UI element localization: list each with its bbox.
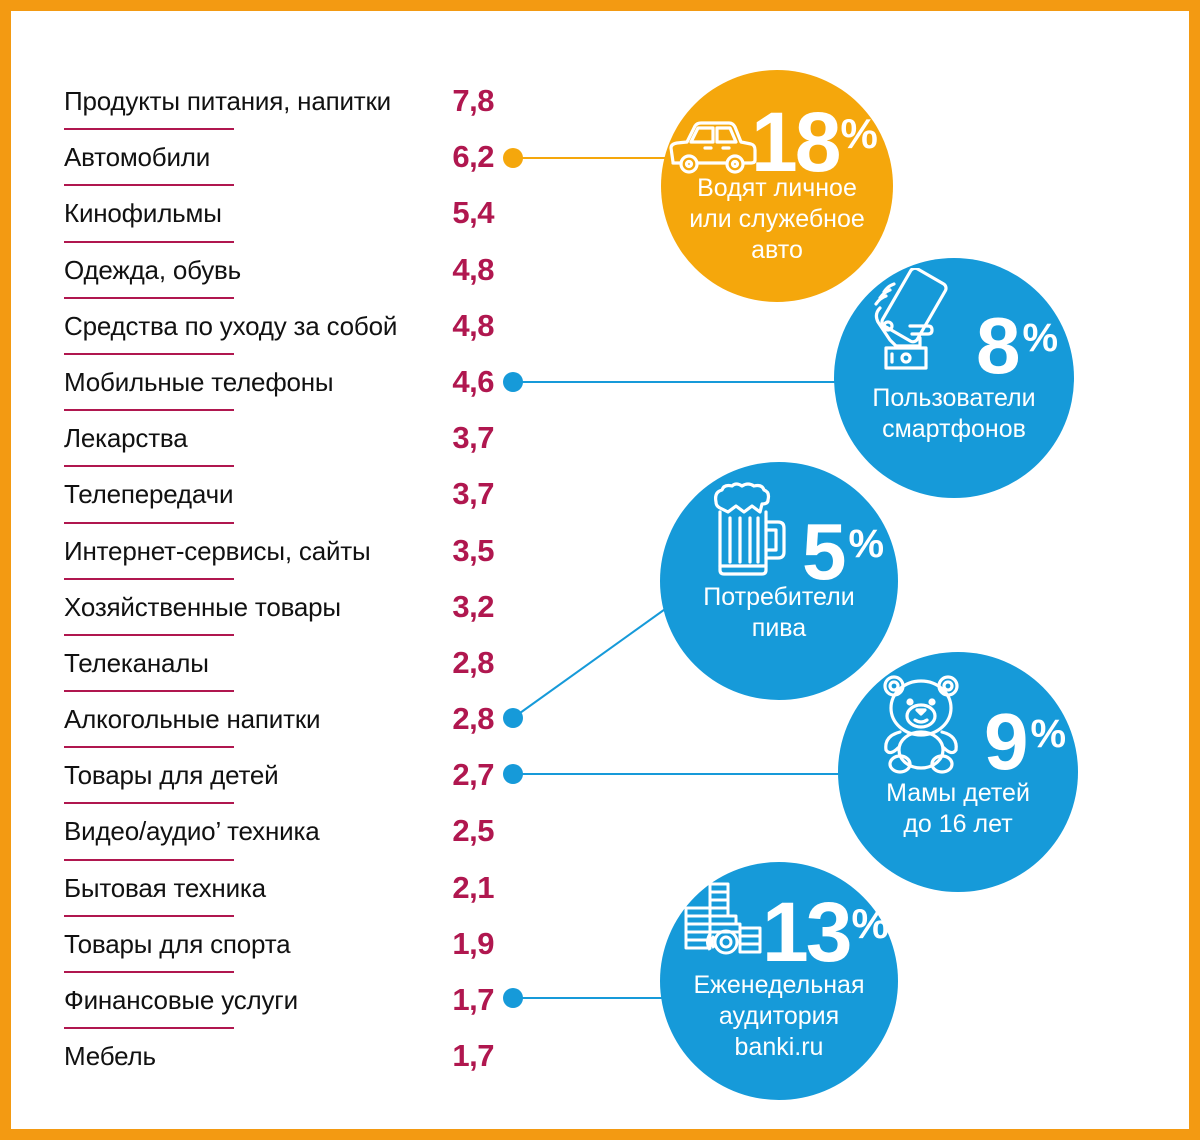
callout-car: 18% Водят личное или служебное авто <box>661 70 893 302</box>
divider <box>64 240 234 243</box>
divider <box>64 914 234 917</box>
item-label: Средства по уходу за собой <box>64 310 398 341</box>
caption: Еженедельная аудитория banki.ru <box>693 971 865 1061</box>
item-value: 5,4 <box>452 195 494 231</box>
item-label: Мебель <box>64 1041 156 1072</box>
caption: Водят личное или служебное авто <box>689 174 865 264</box>
item-value: 1,9 <box>452 925 494 961</box>
item-label: Товары для спорта <box>64 928 291 959</box>
item-value: 2,5 <box>452 813 494 849</box>
list-item: Бытовая техника 2,1 <box>64 861 504 917</box>
coins-stack-icon <box>684 882 762 955</box>
caption: Мамы детей до 16 лет <box>886 779 1030 838</box>
divider <box>64 409 234 412</box>
item-value: 3,5 <box>452 532 494 568</box>
item-value: 4,6 <box>452 363 494 399</box>
percent-value: 13% <box>762 885 889 979</box>
divider <box>64 352 234 355</box>
divider <box>64 184 234 187</box>
divider <box>64 521 234 524</box>
divider <box>64 746 234 749</box>
car-icon <box>669 121 757 174</box>
list-item: Средства по уходу за собой 4,8 <box>64 299 504 355</box>
item-label: Лекарства <box>64 423 188 454</box>
item-value: 3,7 <box>452 476 494 512</box>
item-value: 7,8 <box>452 83 494 118</box>
divider <box>64 690 234 693</box>
item-label: Финансовые услуги <box>64 985 298 1015</box>
item-value: 2,1 <box>452 869 494 905</box>
item-label: Кинофильмы <box>64 198 222 229</box>
callout-teddy: 9% Мамы детей до 16 лет <box>838 652 1078 892</box>
item-label: Телепередачи <box>64 479 234 510</box>
item-value: 2,8 <box>452 644 494 680</box>
list-item: Мобильные телефоны 4,6 <box>64 355 504 412</box>
list-item: Автомобили 6,2 <box>64 130 504 187</box>
item-label: Интернет-сервисы, сайты <box>64 535 371 566</box>
caption: Пользователи смартфонов <box>872 384 1036 443</box>
list-item: Товары для спорта 1,9 <box>64 917 504 973</box>
callout-beer: 5% Потребители пива <box>660 462 898 700</box>
list-item: Алкогольные напитки 2,8 <box>64 692 504 749</box>
divider <box>64 296 234 299</box>
teddy-bear-icon <box>883 675 959 774</box>
divider <box>64 1027 234 1030</box>
beer-mug-icon <box>714 482 786 576</box>
percent-value: 9% <box>984 697 1067 786</box>
list-item: Товары для детей 2,7 <box>64 748 504 805</box>
list-item: Продукты питания, напитки 7,8 <box>64 74 504 131</box>
divider <box>64 971 234 973</box>
item-value: 3,2 <box>452 588 494 624</box>
item-label: Видео/аудио’ техника <box>64 816 320 847</box>
percent-value: 18% <box>751 95 878 189</box>
item-value: 6,2 <box>452 139 494 175</box>
list-item: Одежда, обувь 4,8 <box>64 243 504 299</box>
divider <box>64 633 234 636</box>
item-label: Хозяйственные товары <box>64 591 341 622</box>
item-label: Одежда, обувь <box>64 254 242 285</box>
callout-smartphone: 8% Пользователи смартфонов <box>834 258 1074 498</box>
item-value: 2,7 <box>452 757 494 793</box>
list-item: Лекарства 3,7 <box>64 411 504 468</box>
divider <box>64 802 234 805</box>
divider <box>64 577 234 580</box>
item-label: Товары для детей <box>64 760 279 791</box>
list-item: Мебель 1,7 <box>64 1029 504 1085</box>
item-label: Алкогольные напитки <box>64 704 321 735</box>
item-label: Мобильные телефоны <box>64 366 334 397</box>
list-item: Видео/аудио’ техника 2,5 <box>64 804 504 861</box>
item-value: 1,7 <box>452 1038 494 1074</box>
item-label: Телеканалы <box>64 647 209 678</box>
divider <box>64 465 234 468</box>
hand-phone-icon <box>874 268 948 370</box>
item-value: 2,8 <box>452 701 494 737</box>
item-label: Бытовая техника <box>64 872 266 903</box>
list-item: Телепередачи 3,7 <box>64 467 504 524</box>
item-value: 1,7 <box>452 982 494 1017</box>
list-item: Хозяйственные товары 3,2 <box>64 580 504 636</box>
callout-banki: 13% Еженедельная аудитория banki.ru <box>660 862 898 1100</box>
divider <box>64 128 234 131</box>
list-item: Кинофильмы 5,4 <box>64 186 504 243</box>
item-value: 4,8 <box>452 251 494 287</box>
caption: Потребители пива <box>703 583 855 642</box>
percent-value: 8% <box>976 301 1059 390</box>
percent-value: 5% <box>802 507 885 596</box>
divider <box>64 858 234 861</box>
category-list: Продукты питания, напитки 7,8 Автомобили 6… <box>64 74 504 1085</box>
item-label: Автомобили <box>64 142 211 173</box>
item-value: 4,8 <box>452 307 494 343</box>
item-label: Продукты питания, напитки <box>64 86 392 116</box>
list-item: Финансовые услуги 1,7 <box>64 973 504 1030</box>
item-value: 3,7 <box>452 420 494 456</box>
list-item: Интернет-сервисы, сайты 3,5 <box>64 524 504 580</box>
list-item: Телеканалы 2,8 <box>64 636 504 693</box>
